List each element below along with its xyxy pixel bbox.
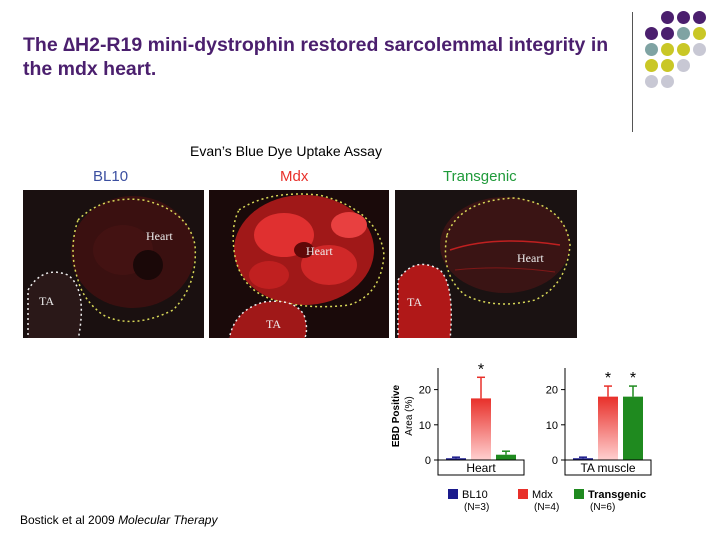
- micrograph-mdx-image: Heart TA: [209, 190, 389, 338]
- decorative-dot: [661, 59, 674, 72]
- legend-swatch-bl10: [448, 489, 458, 499]
- micrograph-transgenic: Heart TA: [395, 190, 577, 338]
- decorative-dot: [693, 11, 706, 24]
- decorative-dot: [693, 43, 706, 56]
- legend-label: Mdx: [532, 489, 553, 501]
- y-tick-label: 20: [419, 385, 431, 397]
- citation-journal: Molecular Therapy: [118, 513, 218, 527]
- decorative-dot: [677, 27, 690, 40]
- chart-ta-muscle: 0 10 20 * * TA muscle: [545, 360, 690, 487]
- heart-label: Heart: [517, 251, 544, 265]
- decorative-dot: [645, 59, 658, 72]
- chart-legend-svg: BL10(N=3) Mdx(N=4) Transgenic(N=6): [448, 489, 646, 513]
- decorative-dot: [645, 43, 658, 56]
- y-axis-label: Area (%): [404, 396, 415, 435]
- decorative-dot: [661, 27, 674, 40]
- legend-label: Transgenic: [588, 489, 646, 501]
- bar-bl10: [573, 458, 593, 460]
- legend-swatch-transgenic: [574, 489, 584, 499]
- heart-label: Heart: [306, 244, 333, 258]
- decorative-divider: [632, 12, 633, 132]
- micrograph-mdx: Heart TA: [209, 190, 389, 338]
- bar-mdx: [471, 398, 491, 460]
- ta-label: TA: [39, 294, 54, 308]
- decorative-dot: [661, 11, 674, 24]
- heart-label: Heart: [146, 229, 173, 243]
- legend-n: (N=4): [534, 502, 559, 513]
- x-axis-label: TA muscle: [580, 461, 635, 475]
- significance-marker: *: [630, 370, 636, 387]
- micrograph-bl10-image: Heart TA: [23, 190, 204, 338]
- assay-title: Evan’s Blue Dye Uptake Assay: [190, 143, 382, 159]
- slide-title: The ∆H2-R19 mini-dystrophin restored sar…: [23, 34, 609, 80]
- citation-authors: Bostick et al 2009: [20, 513, 119, 527]
- decorative-dot: [677, 59, 690, 72]
- ta-label: TA: [266, 317, 281, 331]
- chart-heart-svg: EBD Positive Area (%) 0 10 20 * Heart: [391, 361, 525, 476]
- bar-bl10: [446, 458, 466, 460]
- legend-n: (N=6): [590, 502, 615, 513]
- panel-label-bl10: BL10: [93, 168, 129, 185]
- y-tick-label: 0: [552, 455, 558, 467]
- x-axis-label: Heart: [466, 461, 496, 475]
- ta-label: TA: [407, 295, 422, 309]
- decorative-dot: [645, 27, 658, 40]
- decorative-dot: [645, 75, 658, 88]
- chart-heart: EBD Positive Area (%) 0 10 20 * Heart: [383, 360, 543, 487]
- legend-n: (N=3): [464, 502, 489, 513]
- x-axis-box: [564, 459, 652, 476]
- micrograph-bl10: Heart TA: [23, 190, 204, 338]
- bar-transgenic: [623, 396, 643, 460]
- legend-swatch-mdx: [518, 489, 528, 499]
- significance-marker: *: [478, 361, 484, 378]
- decorative-dot: [677, 11, 690, 24]
- decorative-dot: [661, 75, 674, 88]
- bar-mdx: [598, 396, 618, 460]
- y-tick-label: 0: [425, 455, 431, 467]
- panel-label-mdx: Mdx: [280, 168, 309, 185]
- decorative-dot: [677, 43, 690, 56]
- bar-transgenic: [496, 454, 516, 460]
- legend-label: BL10: [462, 489, 488, 501]
- y-tick-label: 10: [419, 420, 431, 432]
- chart-ta-muscle-svg: 0 10 20 * * TA muscle: [546, 368, 652, 476]
- citation: Bostick et al 2009 Molecular Therapy: [20, 513, 217, 527]
- decorative-dot: [661, 43, 674, 56]
- decorative-dot: [693, 27, 706, 40]
- x-axis-box: [437, 459, 525, 476]
- y-tick-label: 10: [546, 420, 558, 432]
- significance-marker: *: [605, 370, 611, 387]
- y-tick-label: 20: [546, 385, 558, 397]
- micrograph-transgenic-image: Heart TA: [395, 190, 577, 338]
- chart-legend: BL10 (N=3) Mdx (N=4) Transgenic (N=6): [440, 486, 680, 523]
- y-axis-label: EBD Positive: [391, 384, 402, 447]
- panel-label-transgenic: Transgenic: [443, 168, 517, 185]
